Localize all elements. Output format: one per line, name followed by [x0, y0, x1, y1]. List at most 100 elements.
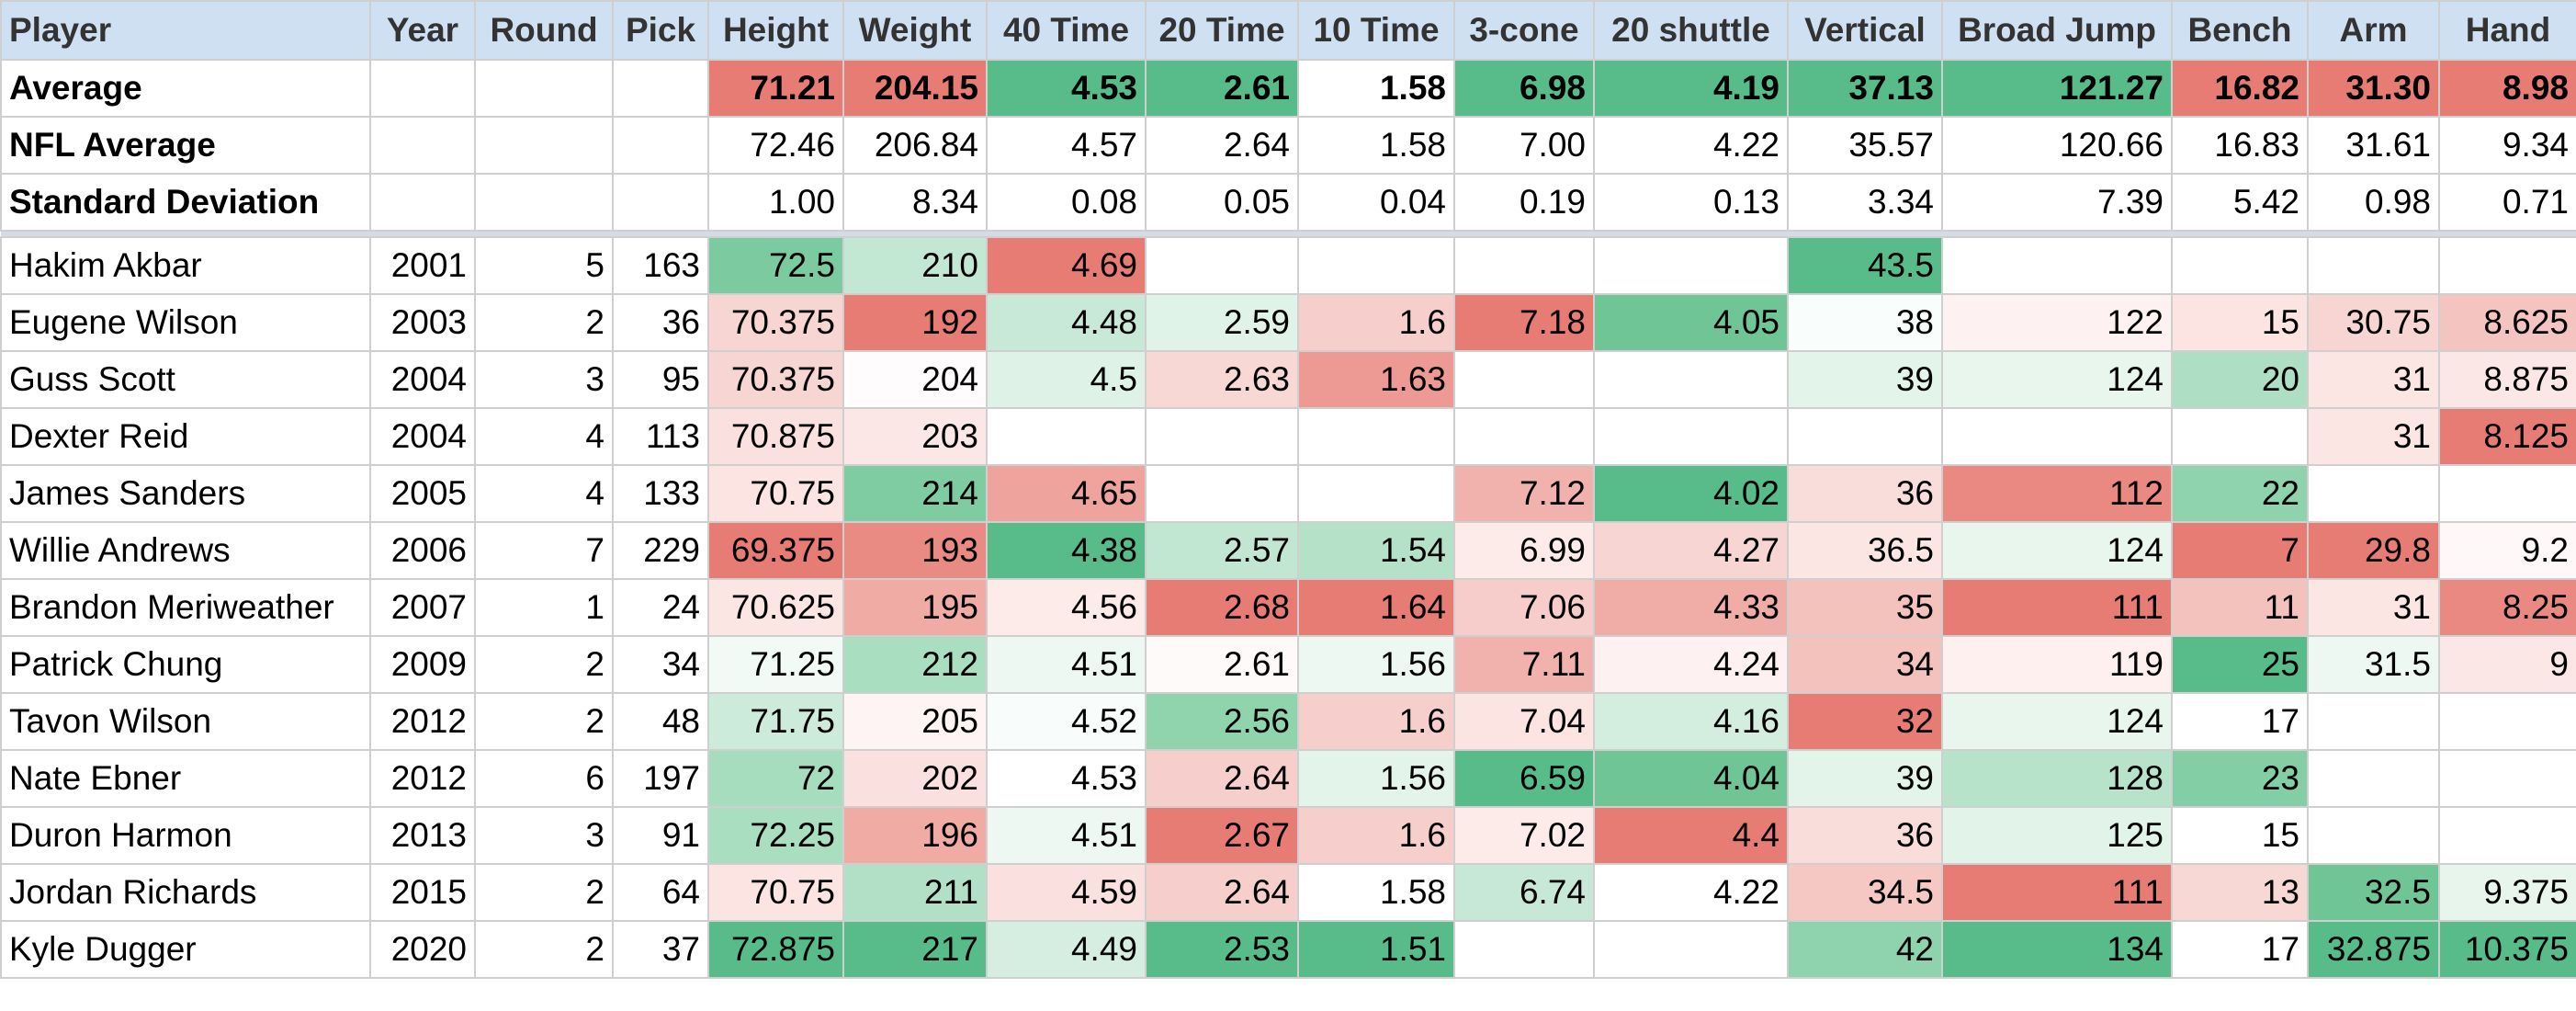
cell: 70.375: [707, 350, 844, 409]
row-label: NFL Average: [0, 116, 371, 175]
cell: 7: [2171, 521, 2309, 580]
summary-row: NFL Average 72.46 206.84 4.57 2.64 1.58 7.00 4.…: [0, 116, 2576, 175]
cell: 15: [2171, 293, 2309, 352]
cell: 22: [2171, 464, 2309, 523]
cell: 4.56: [986, 578, 1147, 637]
row-label: James Sanders: [0, 464, 371, 523]
cell: 9: [2438, 635, 2576, 694]
cell: 2: [474, 692, 614, 751]
cell: 2003: [369, 293, 476, 352]
cell: 2.61: [1145, 635, 1299, 694]
cell: [1297, 407, 1455, 466]
cell: 15: [2171, 806, 2309, 865]
cell: 133: [612, 464, 709, 523]
row-label: Patrick Chung: [0, 635, 371, 694]
table-header: Player Year Round Pick Height Weight 40 Time 20…: [0, 0, 2576, 61]
header-row: Player Year Round Pick Height Weight 40 Time 20…: [0, 0, 2576, 61]
cell: 2007: [369, 578, 476, 637]
cell: 1.56: [1297, 749, 1455, 808]
cell: [1453, 236, 1595, 295]
cell: 31: [2307, 350, 2440, 409]
cell: 163: [612, 236, 709, 295]
cell: 2020: [369, 920, 476, 979]
cell: 6: [474, 749, 614, 808]
column-header: Bench: [2171, 0, 2309, 61]
cell: 204.15: [842, 59, 988, 118]
row-label: Dexter Reid: [0, 407, 371, 466]
cell: 8.25: [2438, 578, 2576, 637]
column-header: Vertical: [1787, 0, 1943, 61]
cell: 7.18: [1453, 293, 1595, 352]
cell: [1787, 407, 1943, 466]
cell: 32: [1787, 692, 1943, 751]
cell: [2171, 236, 2309, 295]
cell: 9.2: [2438, 521, 2576, 580]
cell: 34: [612, 635, 709, 694]
cell: [474, 59, 614, 118]
player-row: Brandon Meriweather 2007 1 24 70.625 195 4.56 2…: [0, 578, 2576, 637]
cell: 0.98: [2307, 173, 2440, 232]
cell: 0.71: [2438, 173, 2576, 232]
cell: 9.375: [2438, 863, 2576, 922]
row-label: Average: [0, 59, 371, 118]
separator: [1, 230, 2576, 238]
cell: 3.34: [1787, 173, 1943, 232]
cell: [2307, 236, 2440, 295]
cell: 20: [2171, 350, 2309, 409]
cell: 39: [1787, 749, 1943, 808]
cell: 36: [1787, 464, 1943, 523]
column-header: 10 Time: [1297, 0, 1455, 61]
cell: 35: [1787, 578, 1943, 637]
cell: 6.98: [1453, 59, 1595, 118]
cell: 203: [842, 407, 988, 466]
row-label: Standard Deviation: [0, 173, 371, 232]
cell: 2012: [369, 749, 476, 808]
cell: 7.06: [1453, 578, 1595, 637]
cell: 3: [474, 350, 614, 409]
summary-row: Average 71.21 204.15 4.53 2.61 1.58 6.98 4.19 37…: [0, 59, 2576, 118]
cell: 36: [612, 293, 709, 352]
player-row: Hakim Akbar 2001 5 163 72.5 210 4.69 43.5: [0, 236, 2576, 295]
cell: 4: [474, 407, 614, 466]
table-body: Average 71.21 204.15 4.53 2.61 1.58 6.98 4.19 37…: [0, 59, 2576, 979]
player-row: Kyle Dugger 2020 2 37 72.875 217 4.49 2.53 1.51 4…: [0, 920, 2576, 979]
cell: 0.05: [1145, 173, 1299, 232]
cell: 1.00: [707, 173, 844, 232]
column-header: Height: [707, 0, 844, 61]
cell: 0.19: [1453, 173, 1595, 232]
cell: 2.64: [1145, 116, 1299, 175]
cell: 1.6: [1297, 806, 1455, 865]
cell: 134: [1941, 920, 2173, 979]
column-header: Broad Jump: [1941, 0, 2173, 61]
cell: 24: [612, 578, 709, 637]
cell: 34.5: [1787, 863, 1943, 922]
cell: 211: [842, 863, 988, 922]
cell: 8.875: [2438, 350, 2576, 409]
cell: [1593, 236, 1789, 295]
cell: 8.125: [2438, 407, 2576, 466]
cell: [1453, 350, 1595, 409]
cell: [369, 173, 476, 232]
cell: [1593, 350, 1789, 409]
cell: 2.63: [1145, 350, 1299, 409]
cell: [2307, 749, 2440, 808]
cell: [2171, 407, 2309, 466]
cell: [2438, 236, 2576, 295]
cell: 1.54: [1297, 521, 1455, 580]
cell: 2.67: [1145, 806, 1299, 865]
row-label: Eugene Wilson: [0, 293, 371, 352]
cell: 0.08: [986, 173, 1147, 232]
player-row: Patrick Chung 2009 2 34 71.25 212 4.51 2.61 1.56…: [0, 635, 2576, 694]
cell: 2.56: [1145, 692, 1299, 751]
summary-row: Standard Deviation 1.00 8.34 0.08 0.05 0.04 0.…: [0, 173, 2576, 232]
cell: 9.34: [2438, 116, 2576, 175]
cell: 95: [612, 350, 709, 409]
cell: 72: [707, 749, 844, 808]
cell: 196: [842, 806, 988, 865]
cell: 13: [2171, 863, 2309, 922]
cell: 205: [842, 692, 988, 751]
column-header: Year: [369, 0, 476, 61]
cell: 4.33: [1593, 578, 1789, 637]
cell: 4.04: [1593, 749, 1789, 808]
